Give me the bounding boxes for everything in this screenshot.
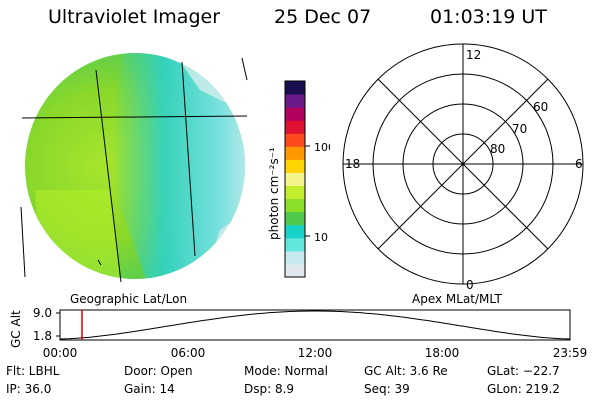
orbit-ylabel: GC Alt: [9, 310, 23, 348]
orbit-ytick-9: 9.0: [33, 306, 52, 320]
colorbar-band: [285, 263, 305, 278]
orbit-ytick-1.8: 1.8: [33, 329, 52, 343]
info-mode: Mode: Normal: [244, 364, 328, 378]
mlt-label-12: 12: [466, 48, 481, 62]
info-glat: GLat: −22.7: [487, 364, 560, 378]
colorbar-band: [285, 172, 305, 187]
auroral-image: [20, 53, 248, 283]
orbit-xtick-1200: 12:00: [298, 346, 333, 360]
info-gc-altitude: GC Alt: 3.6 Re: [364, 364, 448, 378]
colorbar-band: [285, 250, 305, 265]
orbit-xtick-1800: 18:00: [425, 346, 460, 360]
time-label: 01:03:19 UT: [430, 6, 547, 28]
orbit-xtick-0600: 06:00: [171, 346, 206, 360]
colorbar-tick-10: 10: [314, 231, 328, 244]
info-sequence: Seq: 39: [364, 382, 410, 396]
colorbar-band: [285, 198, 305, 213]
colorbar-band: [285, 159, 305, 173]
mlat-label-80: 80: [490, 142, 505, 156]
geographic-panel-label: Geographic Lat/Lon: [70, 292, 188, 306]
colorbar-band: [285, 224, 305, 239]
info-dsp: Dsp: 8.9: [244, 382, 295, 396]
orbit-xtick-0000: 00:00: [43, 346, 78, 360]
mlat-label-60: 60: [533, 100, 548, 114]
colorbar-band: [285, 146, 305, 160]
colorbar-band: [285, 237, 305, 252]
geographic-grid: [20, 57, 248, 283]
colorbar-band: [285, 185, 305, 200]
colorbar-band: [285, 81, 305, 95]
colorbar-unit-label: photon cm⁻²s⁻¹: [267, 147, 281, 240]
mlt-label-6: 6: [575, 157, 583, 171]
colorbar: 100 10 photon cm⁻²s⁻¹: [267, 80, 330, 278]
colorbar-band: [285, 120, 305, 134]
orbit-xtick-2359: 23:59: [553, 346, 588, 360]
instrument-title: Ultraviolet Imager: [48, 6, 221, 28]
info-gain: Gain: 14: [124, 382, 175, 396]
info-ip: IP: 36.0: [6, 382, 52, 396]
polar-grid: 12 18 6 0 60 70 80: [342, 43, 584, 292]
colorbar-band: [285, 107, 305, 121]
orbit-altitude-curve: [59, 310, 571, 340]
colorbar-scale: [285, 81, 305, 278]
mlt-label-18: 18: [345, 157, 360, 171]
apex-panel-label: Apex MLat/MLT: [412, 292, 502, 306]
date-label: 25 Dec 07: [274, 6, 372, 28]
colorbar-band: [285, 211, 305, 226]
colorbar-tick-100: 100: [314, 141, 330, 154]
colorbar-band: [285, 94, 305, 108]
colorbar-band: [285, 133, 305, 147]
mlt-label-0: 0: [466, 278, 474, 292]
info-glon: GLon: 219.2: [487, 382, 560, 396]
mlt-diagonal-2: [377, 78, 549, 250]
info-door: Door: Open: [124, 364, 193, 378]
mlat-label-70: 70: [512, 122, 527, 136]
orbit-altitude-plot: 9.0 1.8 GC Alt 00:00 06:00 12:00 18:00 2…: [9, 306, 588, 360]
orbit-plot-frame: [59, 309, 571, 341]
info-filter: Flt: LBHL: [6, 364, 60, 378]
